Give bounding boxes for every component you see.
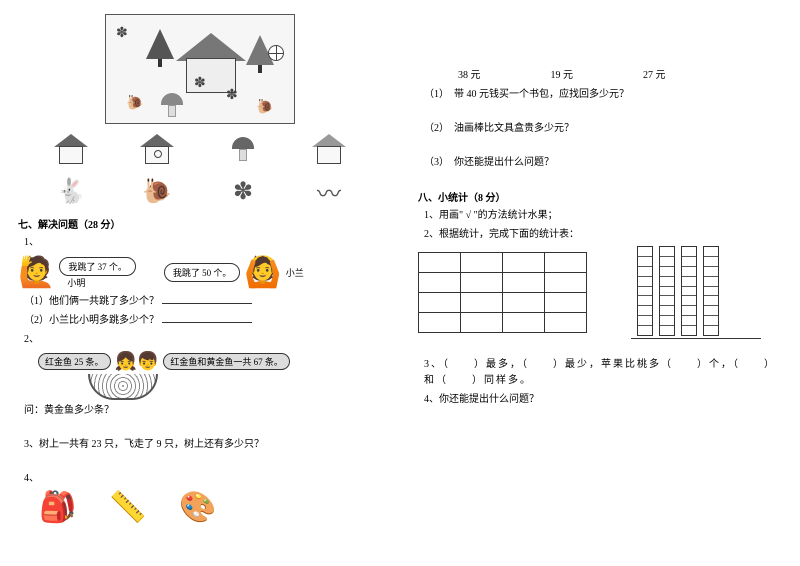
- q1-illustration: 🙋 我跳了 37 个。 小明 我跳了 50 个。 🙆 小兰: [18, 255, 382, 290]
- snail-icon: 🐌: [137, 172, 177, 210]
- bar-column: [637, 246, 653, 336]
- backpack-icon: 🎒: [28, 490, 88, 525]
- kids-icon: 👧👦: [115, 351, 160, 372]
- r-sub3: （3） 你还能提出什么问题？: [424, 155, 782, 171]
- mushroom-option-icon: [223, 130, 263, 168]
- q2-ask: 问：黄金鱼多少条？: [24, 403, 382, 419]
- left-column: ✽ ✽ ✽ 🐌 🐌 🐇 🐌 ✽ 〰 七、解决问: [0, 0, 400, 566]
- fish-label: 红金鱼和黄金鱼一共 67 条。: [163, 353, 290, 370]
- scene-illustration: ✽ ✽ ✽ 🐌 🐌: [105, 14, 295, 124]
- house-options-row: [28, 130, 372, 168]
- r-sub1: （1） 带 40 元钱买一个书包，应找回多少元？: [424, 87, 782, 103]
- feather-icon: 〰: [309, 172, 349, 210]
- boy-name: 小明: [67, 276, 136, 289]
- snail-icon: 🐌: [126, 95, 143, 112]
- price-label: 38 元: [458, 66, 481, 81]
- q2-illustration: 红金鱼 25 条。 👧👦 红金鱼和黄金鱼一共 67 条。: [38, 351, 382, 372]
- fishbowl-icon: [88, 374, 158, 400]
- rabbit-icon: 🐇: [51, 172, 91, 210]
- price-label: 19 元: [551, 66, 574, 81]
- q3-line: 3、树上一共有 23 只，飞走了 9 只，树上还有多少只？: [24, 437, 382, 453]
- tally-table[interactable]: [418, 252, 587, 333]
- q1-sub2: （2）小兰比小明多跳多少个？: [24, 313, 382, 329]
- tree-icon: [146, 29, 174, 59]
- house-option-icon: [51, 130, 91, 168]
- q1-number: 1、: [24, 235, 382, 251]
- stats-area: [418, 246, 782, 339]
- answer-blank[interactable]: [162, 313, 252, 323]
- bar-column: [703, 246, 719, 336]
- bar-column: [659, 246, 675, 336]
- fish-label: 红金鱼 25 条。: [38, 353, 111, 370]
- s8-line3: 3、（ ）最多，（ ）最少，苹果比桃多（ ）个，（ ）和（ ）同样多。: [424, 357, 782, 389]
- price-label: 27 元: [643, 66, 666, 81]
- dragonfly-icon: ✽: [223, 172, 263, 210]
- bar-chart: [617, 246, 761, 339]
- creature-options-row: 🐇 🐌 ✽ 〰: [28, 172, 372, 210]
- dragonfly-icon: ✽: [226, 87, 238, 104]
- dragonfly-icon: ✽: [194, 75, 206, 92]
- crayon-box-icon: 🎨: [168, 490, 228, 525]
- house-option-icon: [309, 130, 349, 168]
- house-option-icon: [137, 130, 177, 168]
- window-icon: [268, 45, 284, 61]
- snail-icon: 🐌: [256, 99, 273, 116]
- section-8-title: 八、小统计（8 分）: [418, 189, 782, 204]
- price-row: 38 元 19 元 27 元: [458, 66, 782, 81]
- speech-bubble: 我跳了 50 个。: [164, 263, 241, 282]
- bar-column: [681, 246, 697, 336]
- r-sub2: （2） 油画棒比文具盒贵多少元？: [424, 121, 782, 137]
- dragonfly-icon: ✽: [116, 25, 128, 42]
- section-7-title: 七、解决问题（28 分）: [18, 216, 382, 231]
- q1-sub1: （1）他们俩一共跳了多少个？: [24, 294, 382, 310]
- right-column: 38 元 19 元 27 元 （1） 带 40 元钱买一个书包，应找回多少元？ …: [400, 0, 800, 566]
- girl-icon: 🙆: [244, 255, 281, 290]
- pencilcase-icon: 📏: [98, 490, 158, 525]
- mushroom-icon: [161, 93, 183, 117]
- q2-number: 2、: [24, 332, 382, 348]
- s8-line1: 1、用画" √ "的方法统计水果；: [424, 208, 782, 224]
- boy-icon: 🙋: [18, 255, 55, 290]
- s8-line2: 2、根据统计，完成下面的统计表：: [424, 227, 782, 243]
- answer-blank[interactable]: [162, 294, 252, 304]
- girl-name: 小兰: [286, 266, 304, 279]
- q4-items-row: 🎒 📏 🎨: [28, 490, 382, 525]
- q4-number: 4、: [24, 471, 382, 487]
- speech-bubble: 我跳了 37 个。: [59, 257, 136, 276]
- s8-line4: 4、你还能提出什么问题？: [424, 392, 782, 408]
- worksheet-page: ✽ ✽ ✽ 🐌 🐌 🐇 🐌 ✽ 〰 七、解决问: [0, 0, 800, 566]
